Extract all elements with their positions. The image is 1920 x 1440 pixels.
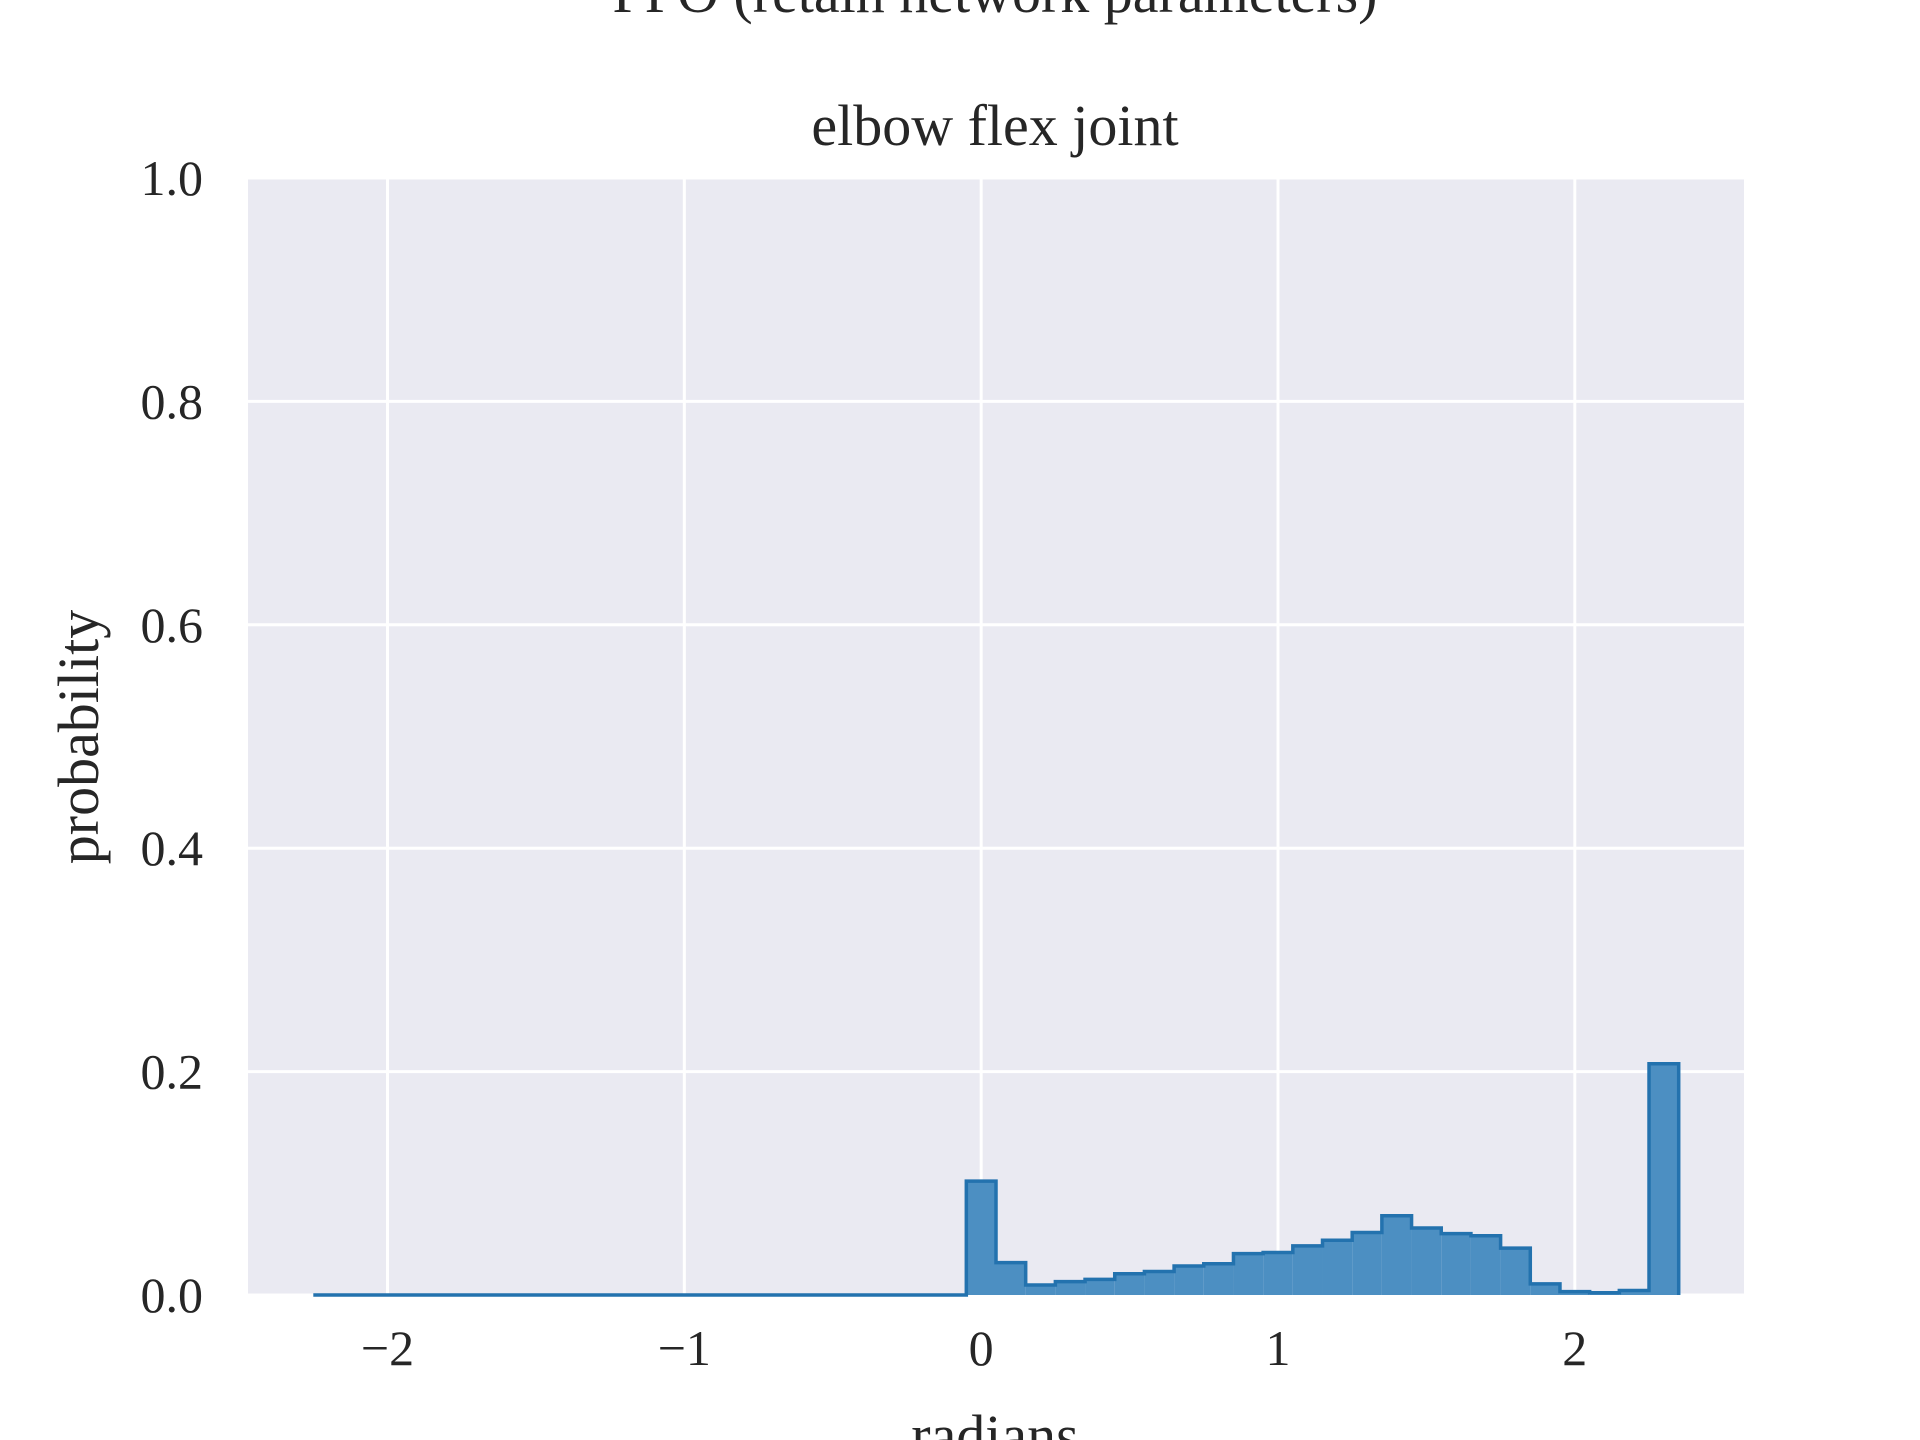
histogram-bar bbox=[1263, 1252, 1293, 1295]
histogram-bar bbox=[1381, 1215, 1412, 1295]
x-tick-label: 1 bbox=[1265, 1320, 1290, 1376]
histogram-bar bbox=[1470, 1235, 1501, 1295]
histogram-bar bbox=[1174, 1265, 1204, 1295]
y-tick-label: 0.4 bbox=[141, 820, 204, 876]
x-tick-label: 2 bbox=[1562, 1320, 1587, 1376]
y-tick-label: 0.8 bbox=[141, 373, 204, 429]
chart-subtitle: elbow flex joint bbox=[811, 93, 1178, 158]
x-tick-labels: −2 −1 0 1 2 bbox=[361, 1320, 1587, 1376]
x-tick-label: −1 bbox=[658, 1320, 711, 1376]
y-tick-label: 0.6 bbox=[141, 597, 204, 653]
histogram-bar bbox=[1085, 1279, 1115, 1295]
histogram-bar bbox=[1441, 1233, 1471, 1295]
histogram-bar bbox=[1292, 1245, 1323, 1295]
y-tick-label: 0.2 bbox=[141, 1044, 204, 1100]
histogram-bar bbox=[1530, 1283, 1560, 1295]
histogram-bar bbox=[1025, 1284, 1056, 1295]
histogram-bar bbox=[1411, 1227, 1442, 1295]
y-tick-label: 0.0 bbox=[141, 1267, 204, 1323]
histogram-bar bbox=[966, 1181, 996, 1295]
histogram-bar bbox=[1144, 1271, 1175, 1295]
x-tick-label: 0 bbox=[969, 1320, 994, 1376]
histogram-bar bbox=[996, 1262, 1026, 1295]
histogram-bar bbox=[1233, 1253, 1264, 1295]
y-tick-labels: 0.0 0.2 0.4 0.6 0.8 1.0 bbox=[141, 150, 204, 1323]
histogram-bar bbox=[1352, 1232, 1382, 1295]
histogram-bar bbox=[1619, 1290, 1650, 1295]
x-tick-label: −2 bbox=[361, 1320, 414, 1376]
histogram-bars bbox=[313, 1062, 1681, 1297]
histogram-bar bbox=[1055, 1281, 1086, 1295]
histogram-bar bbox=[1649, 1063, 1679, 1295]
y-axis-label: probability bbox=[46, 610, 111, 865]
histogram-outline bbox=[313, 1062, 1681, 1297]
x-axis-label: radians bbox=[911, 1403, 1079, 1440]
histogram-bar bbox=[1203, 1263, 1234, 1295]
chart-title: PPO (retain network parameters) bbox=[612, 0, 1377, 25]
histogram-bar bbox=[1500, 1248, 1531, 1295]
y-tick-label: 1.0 bbox=[141, 150, 204, 206]
histogram-bar bbox=[1322, 1240, 1353, 1295]
histogram-bar bbox=[1114, 1273, 1145, 1295]
plot-area bbox=[248, 178, 1744, 1295]
